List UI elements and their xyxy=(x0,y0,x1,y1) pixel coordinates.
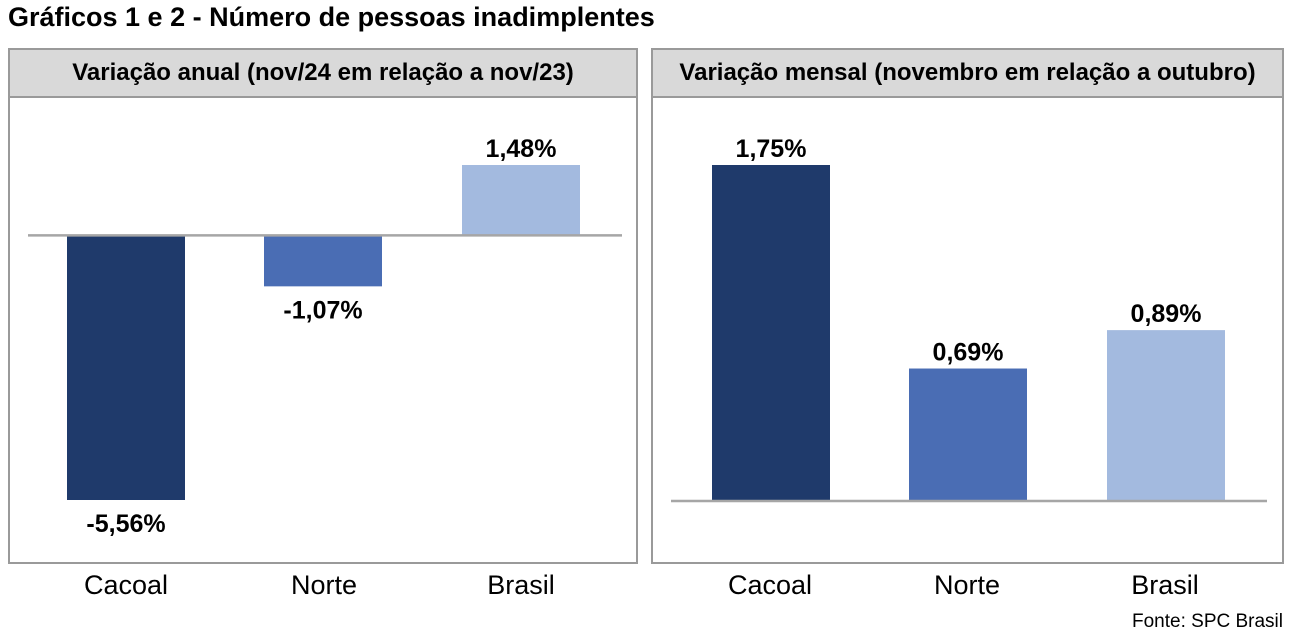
chart-panel-monthly: Variação mensal (novembro em relação a o… xyxy=(651,48,1284,564)
bar-norte-monthly xyxy=(909,368,1027,501)
category-label-norte-annual: Norte xyxy=(290,570,358,600)
chart-title-annual: Variação anual (nov/24 em relação a nov/… xyxy=(10,50,636,98)
bar-chart-annual: -5,56% -1,07% 1,48% xyxy=(28,135,622,538)
data-label-brasil-annual: 1,48% xyxy=(486,135,557,163)
data-label-brasil-monthly: 0,89% xyxy=(1131,300,1202,328)
data-label-cacoal-monthly: 1,75% xyxy=(736,135,807,163)
category-label-cacoal-monthly: Cacoal xyxy=(727,570,813,600)
main-title: Gráficos 1 e 2 - Número de pessoas inadi… xyxy=(8,2,655,32)
data-label-norte-annual: -1,07% xyxy=(283,296,362,324)
chart-panel-annual: Variação anual (nov/24 em relação a nov/… xyxy=(8,48,638,564)
category-label-brasil-monthly: Brasil xyxy=(1131,570,1199,600)
data-label-cacoal-annual: -5,56% xyxy=(86,510,165,538)
bar-brasil-monthly xyxy=(1107,330,1225,501)
source-note: Fonte: SPC Brasil xyxy=(1132,611,1283,632)
bar-norte-annual xyxy=(264,235,382,287)
chart-title-monthly: Variação mensal (novembro em relação a o… xyxy=(653,50,1282,98)
bar-brasil-annual xyxy=(462,165,580,236)
bar-cacoal-monthly xyxy=(712,165,830,501)
bar-cacoal-annual xyxy=(67,235,185,500)
category-label-norte-monthly: Norte xyxy=(933,570,1001,600)
category-label-cacoal-annual: Cacoal xyxy=(83,570,169,600)
data-label-norte-monthly: 0,69% xyxy=(933,339,1004,367)
bar-chart-monthly: 1,75% 0,69% 0,89% xyxy=(671,135,1267,503)
category-label-brasil-annual: Brasil xyxy=(487,570,555,600)
